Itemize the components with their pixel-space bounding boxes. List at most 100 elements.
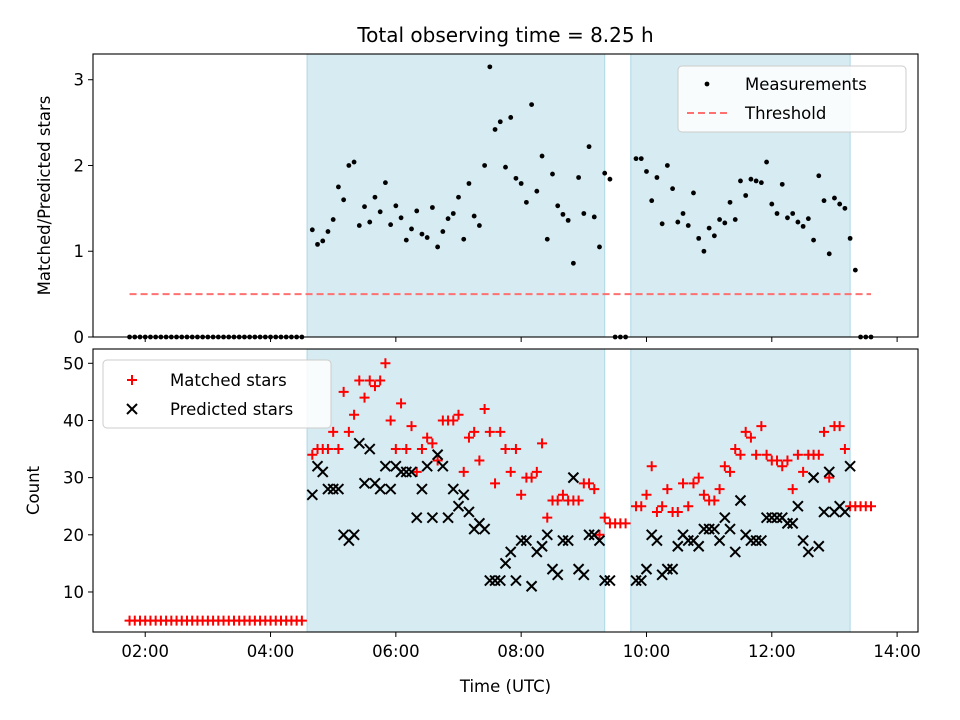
matched-star-point: [714, 484, 725, 495]
matched-star-point: [730, 444, 741, 455]
matched-star-point: [380, 358, 391, 369]
predicted-star-point: [578, 569, 590, 581]
predicted-star-point: [635, 574, 647, 587]
matched-star-point: [411, 466, 422, 477]
bottom-panel: 10 20 30 40 50 02:00 04:00 06:00 08:00 10:00 12:00…: [63, 348, 921, 661]
matched-star-point: [396, 398, 407, 409]
predicted-star-point: [818, 506, 830, 518]
matched-star-point: [505, 466, 516, 477]
legend-measurements-label: Measurements: [745, 75, 867, 94]
measurement-point: [351, 159, 357, 165]
predicted-star-point: [640, 563, 653, 575]
predicted-star-point: [322, 483, 334, 495]
bottom-y-tick-label: 50: [63, 354, 84, 373]
matched-star-point: [787, 484, 798, 495]
measurement-point: [774, 211, 780, 216]
measurement-point: [711, 233, 717, 239]
matched-star-point: [296, 615, 307, 626]
bottom-y-tick-label: 40: [63, 411, 84, 430]
measurement-point: [816, 173, 822, 179]
measurement-point: [565, 217, 571, 223]
matched-star-point: [761, 449, 772, 460]
measurement-point: [644, 169, 649, 174]
measurement-point: [852, 267, 858, 273]
measurement-point: [534, 188, 540, 194]
predicted-star-point: [431, 449, 444, 461]
measurement-point: [320, 238, 326, 244]
matched-star-point: [657, 501, 668, 512]
measurement-point: [419, 231, 425, 237]
predicted-star-point: [510, 574, 522, 587]
matched-star-point: [458, 466, 469, 477]
predicted-star-point: [807, 471, 820, 484]
matched-star-point: [552, 495, 563, 506]
measurement-point: [638, 156, 644, 162]
x-tick-label: 12:00: [748, 642, 796, 661]
measurement-point: [581, 211, 587, 216]
measurement-point: [805, 216, 811, 222]
x-tick-label: 08:00: [497, 642, 545, 661]
measurement-point: [503, 164, 508, 170]
measurement-point: [837, 201, 843, 207]
predicted-star-point: [682, 534, 694, 547]
matched-star-point: [333, 444, 344, 455]
predicted-star-point: [745, 534, 757, 547]
matched-star-point: [390, 444, 401, 455]
matched-star-point: [338, 386, 349, 397]
matched-star-point: [479, 404, 490, 415]
measurement-point: [764, 159, 769, 165]
x-axis-label: Time (UTC): [459, 677, 551, 696]
measurement-point: [550, 171, 555, 177]
matched-star-point: [427, 438, 438, 449]
measurement-point: [795, 219, 801, 225]
predicted-star-point: [327, 483, 339, 495]
measurement-point: [779, 181, 785, 187]
predicted-star-point: [505, 546, 517, 558]
measurement-point: [738, 178, 743, 184]
matched-star-point: [364, 375, 375, 386]
predicted-star-point: [562, 534, 574, 547]
measurement-point: [722, 220, 728, 226]
measurement-point: [597, 244, 602, 250]
predicted-star-point: [651, 534, 663, 547]
x-tick-label: 04:00: [247, 642, 295, 661]
matched-star-point: [698, 489, 709, 500]
matched-star-point: [474, 455, 485, 466]
measurement-point: [555, 203, 561, 209]
predicted-star-point: [750, 534, 762, 547]
matched-star-point: [343, 426, 354, 437]
measurement-point: [706, 225, 712, 231]
matched-star-point: [620, 518, 631, 529]
measurement-point: [691, 190, 696, 196]
predicted-star-point: [703, 523, 715, 535]
predicted-star-point: [708, 523, 721, 535]
top-legend-frame: [677, 65, 907, 133]
measurement-point: [367, 219, 373, 225]
measurement-point: [633, 156, 639, 162]
measurement-point: [325, 229, 331, 234]
predicted-star-point: [666, 563, 679, 575]
predicted-star-point: [489, 574, 501, 587]
predicted-star-point: [411, 511, 423, 524]
top-axes-frame: [92, 53, 919, 338]
measurement-point: [409, 226, 414, 232]
measurement-point: [336, 184, 341, 190]
measurement-point: [685, 223, 691, 228]
measurement-point: [821, 198, 827, 204]
matched-star-point: [589, 484, 600, 495]
matched-star-point: [448, 415, 459, 426]
matched-star-point: [735, 449, 746, 460]
measurement-point: [847, 235, 853, 241]
predicted-star-point: [719, 511, 731, 524]
measurement-point: [576, 175, 582, 180]
measurement-point: [675, 219, 681, 225]
measurement-point: [372, 194, 378, 200]
matched-star-point: [636, 501, 647, 512]
matched-star-point: [354, 375, 365, 386]
matched-star-point: [782, 455, 793, 466]
matched-star-point: [683, 501, 694, 512]
predicted-star-point: [421, 460, 433, 472]
measurement-point: [492, 127, 498, 132]
matched-star-point: [772, 455, 783, 466]
measurement-point: [403, 237, 409, 243]
